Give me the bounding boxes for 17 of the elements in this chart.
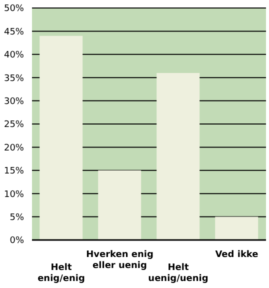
y-tick-label: 15%: [4, 166, 24, 177]
y-tick-label: 25%: [4, 120, 24, 130]
y-tick-label: 5%: [10, 212, 24, 223]
y-tick-label: 30%: [4, 96, 24, 107]
y-tick-label: 40%: [4, 50, 24, 61]
bar: [98, 170, 142, 240]
y-tick-label: 50%: [4, 4, 24, 14]
bar: [40, 36, 83, 240]
bar: [156, 72, 200, 240]
bar: [215, 216, 258, 240]
x-tick-label: Ved ikke: [215, 250, 258, 260]
y-tick-label: 20%: [4, 143, 24, 154]
y-tick-label: 45%: [4, 27, 24, 38]
y-tick-label: 10%: [4, 190, 24, 200]
y-tick-label: 35%: [4, 74, 24, 84]
y-tick-label: 0%: [10, 236, 24, 246]
x-tick-label: Helt enig/enig: [38, 263, 85, 284]
